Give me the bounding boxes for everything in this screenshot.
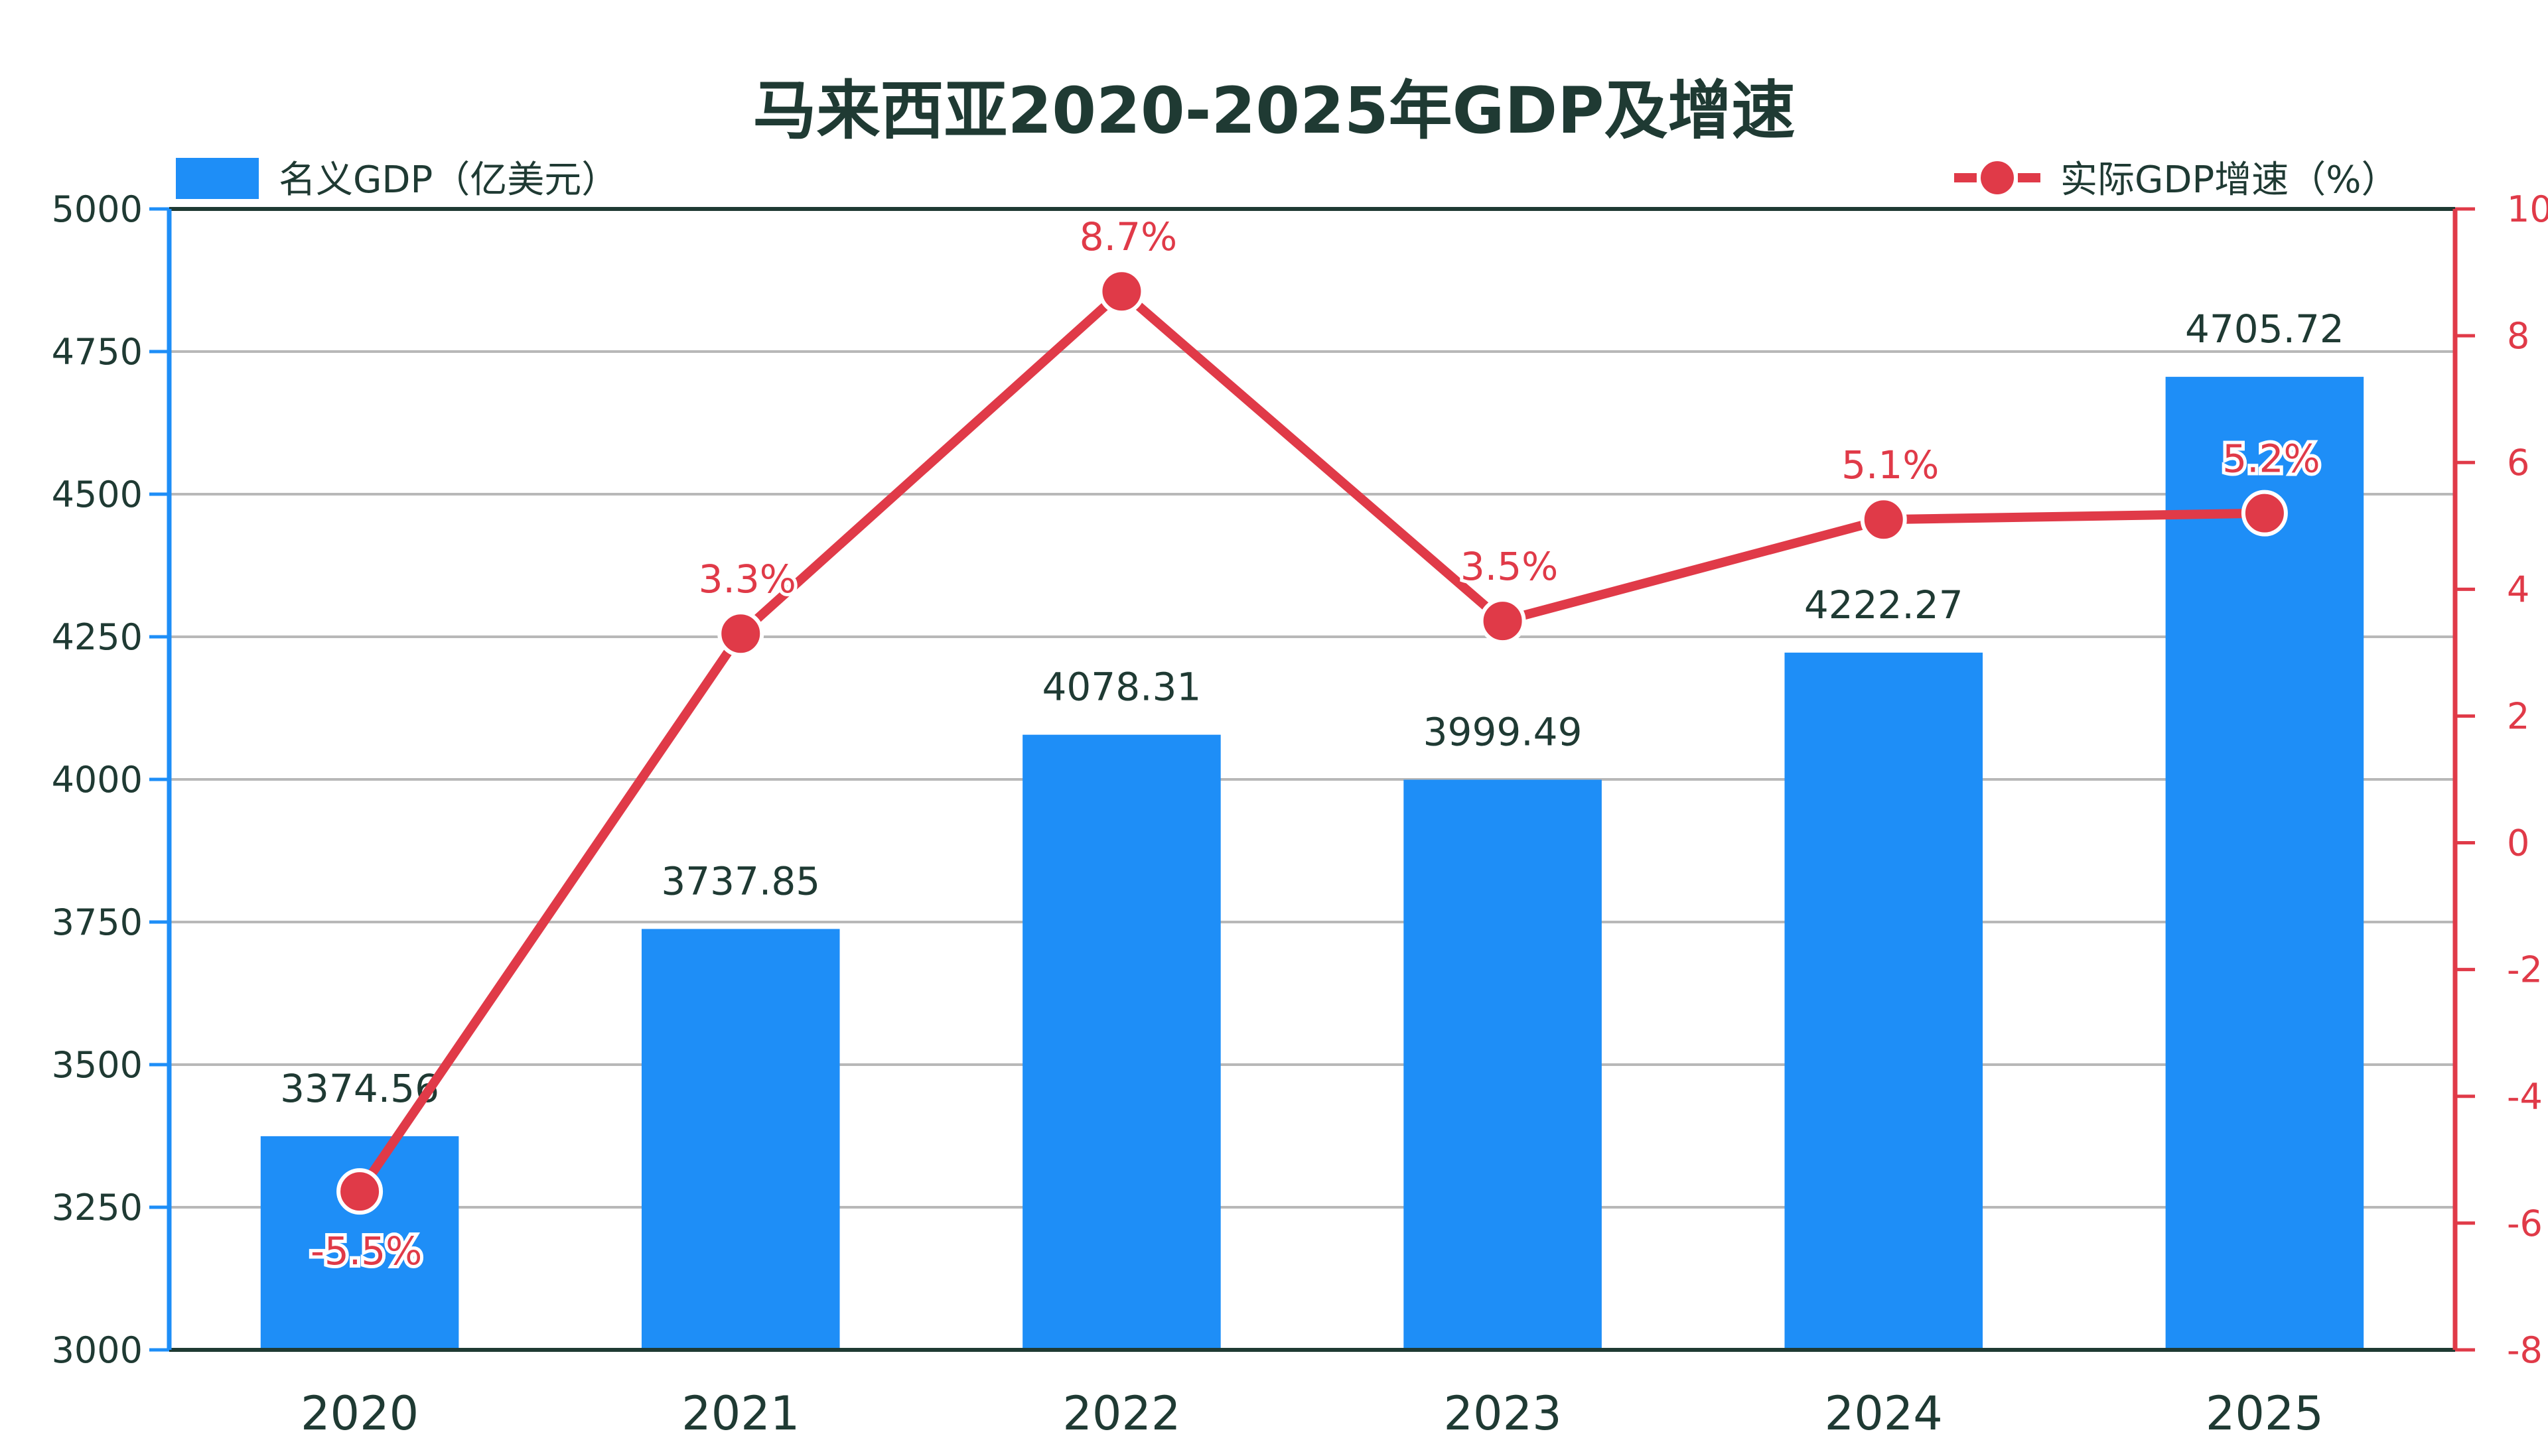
y-right-tick-label: -4 [2507, 1076, 2543, 1118]
growth-line [356, 287, 2265, 1195]
x-tick-label: 2023 [1444, 1386, 1562, 1441]
y-left-tick-label: 3250 [52, 1187, 143, 1228]
chart-title: 马来西亚2020-2025年GDP及增速 [752, 74, 1795, 148]
x-tick-label: 2021 [681, 1386, 800, 1441]
x-tick-label: 2024 [1825, 1386, 1943, 1441]
growth-line-group [336, 268, 2288, 1215]
point-labels-group: -5.5% 3.3% 8.7% 3.5% 5.1% 5.2% [307, 211, 2324, 1277]
y-left-tick-label: 4750 [52, 331, 143, 373]
y-right-tick-label: -2 [2507, 949, 2543, 991]
axes-group: 3000 3250 3500 3750 4000 4250 4500 4750 5000 -8 -6… [52, 188, 2548, 1441]
x-tick-label: 2020 [301, 1386, 419, 1441]
growth-point [336, 1168, 384, 1215]
bar-gdp [1784, 652, 1983, 1350]
bar-value-label: 3737.85 [661, 858, 820, 903]
growth-point [1860, 496, 1907, 543]
y-right-tick-label: -8 [2507, 1329, 2543, 1371]
y-right-tick-label: 8 [2507, 315, 2529, 357]
legend-gdp: 名义GDP（亿美元） [176, 158, 618, 202]
bar-gdp [1403, 779, 1602, 1350]
bar-value-label: 4705.72 [2185, 306, 2344, 352]
bar-value-label: 3374.56 [280, 1066, 439, 1111]
gridlines [169, 350, 2455, 1209]
bar-gdp [1023, 734, 1221, 1350]
y-right-tick-label: 6 [2507, 442, 2529, 484]
growth-point-label: 5.1% [1841, 442, 1939, 488]
x-tick-label: 2025 [2206, 1386, 2324, 1441]
legend-growth-marker [1977, 157, 2018, 198]
bars-group [260, 377, 2364, 1350]
bar-gdp [2165, 377, 2364, 1350]
y-left-tick-label: 4500 [52, 474, 143, 515]
bar-gdp [641, 929, 840, 1350]
bar-labels-group: 3374.56 3737.85 4078.31 3999.49 4222.27 4705.… [280, 306, 2344, 1111]
y-left-tick-label: 3500 [52, 1044, 143, 1086]
y-right-tick-label: 4 [2507, 568, 2529, 610]
legend-gdp-label: 名义GDP（亿美元） [279, 159, 618, 202]
y-right-tick-label: 10 [2507, 188, 2548, 230]
x-tick-label: 2022 [1062, 1386, 1180, 1441]
y-right-tick-label: 0 [2507, 823, 2529, 864]
growth-point [1098, 268, 1145, 315]
growth-point-label: 8.7% [1080, 214, 1177, 259]
growth-point-label: 3.3% [699, 557, 796, 602]
y-left-tick-label: 3000 [52, 1329, 143, 1371]
y-left-tick-label: 4250 [52, 616, 143, 658]
y-left-tick-label: 4000 [52, 759, 143, 801]
growth-point [1479, 598, 1526, 645]
legend-growth: 实际GDP增速（%） [1954, 157, 2399, 202]
growth-point-label: 3.5% [1460, 544, 1558, 589]
legend-growth-label: 实际GDP增速（%） [2060, 159, 2399, 202]
legend-gdp-swatch [176, 158, 259, 199]
y-left-tick-label: 5000 [52, 188, 143, 230]
bar-value-label: 4222.27 [1804, 582, 1963, 628]
growth-point-label: 5.2% [2222, 436, 2320, 482]
bar-value-label: 4078.31 [1042, 665, 1201, 710]
y-left-tick-label: 3750 [52, 901, 143, 943]
growth-point [2241, 490, 2288, 537]
growth-point-label: -5.5% [311, 1228, 422, 1274]
growth-point [717, 610, 764, 657]
bar-value-label: 3999.49 [1423, 709, 1583, 754]
y-right-tick-label: 2 [2507, 695, 2529, 737]
y-right-tick-label: -6 [2507, 1203, 2543, 1244]
